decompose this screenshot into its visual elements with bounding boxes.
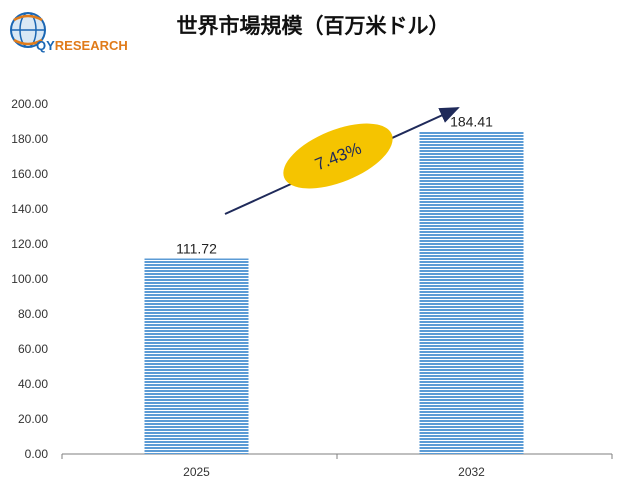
y-tick-label: 60.00 [18,342,48,356]
x-tick-label: 2032 [458,465,485,479]
data-label-2032: 184.41 [450,113,493,129]
data-label-2025: 111.72 [176,240,217,256]
y-tick-label: 80.00 [18,307,48,321]
logo-text-rest: RESEARCH [54,38,128,53]
y-tick-label: 20.00 [18,412,48,426]
y-tick-label: 40.00 [18,377,48,391]
cagr-annotation: 7.43% [224,107,460,215]
logo-text-main: QY [36,38,55,53]
y-axis: 0.00 20.00 40.00 60.00 80.00 100.00 120.00 140.… [11,97,48,461]
y-tick-label: 120.00 [11,237,48,251]
bar-2025 [144,258,249,454]
x-axis: 2025 2032 [61,453,613,479]
x-tick-label: 2025 [183,465,210,479]
y-tick-label: 140.00 [11,202,48,216]
globe-icon [10,12,46,48]
y-tick-label: 180.00 [11,132,48,146]
qyresearch-logo: QYRESEARCH [8,8,128,60]
y-tick-label: 100.00 [11,272,48,286]
y-tick-label: 200.00 [11,97,48,111]
logo-text: QYRESEARCH [36,38,128,53]
y-tick-label: 160.00 [11,167,48,181]
cagr-ellipse [283,123,393,189]
bars: 111.72 184.41 [144,113,524,454]
chart-title: 世界市場規模（百万米ドル） [176,14,450,38]
y-tick-label: 0.00 [25,447,49,461]
bar-2032 [419,131,524,454]
